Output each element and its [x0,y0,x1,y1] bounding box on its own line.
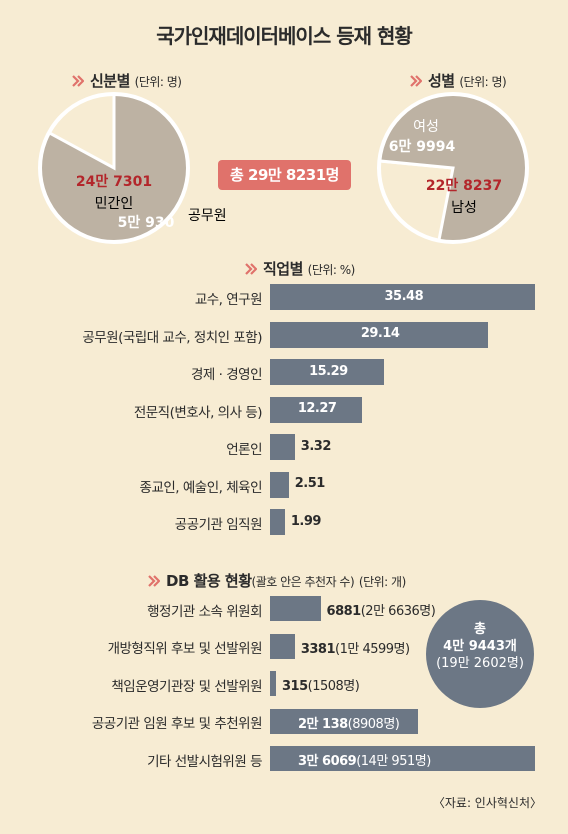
pie-gender-value-female: 6만 9994 [389,139,456,155]
db-value: 3만 6069(14만 951명) [298,754,431,769]
db-value: 6881(2만 6636명) [326,604,436,619]
section-job-title: 직업별 [263,260,303,278]
chevron-right-icon [72,75,84,87]
section-gender-unit: (단위: 명) [459,75,507,89]
pie-gender-value-male: 22만 8237 [426,178,502,194]
chevron-right-icon [410,75,422,87]
job-value: 3.32 [300,438,332,454]
db-total-label: 총 [474,622,486,637]
section-status-unit: (단위: 명) [134,75,182,89]
job-bar [270,321,488,348]
job-bar [270,396,362,423]
job-value: 2.51 [294,476,326,491]
section-job-heading: 직업별 (단위: %) [245,258,355,279]
db-bar [270,633,295,659]
job-bar [270,471,289,498]
section-gender-heading: 성별 (단위: 명) [410,70,507,91]
db-total-value: 4만 9443개 [443,639,517,654]
db-recommenders: (14만 951명) [356,754,431,769]
db-label: 책임운영기관장 및 선발위원 [111,678,262,695]
db-recommenders: (8908명) [347,716,400,732]
chevron-right-icon [148,575,160,587]
job-label: 공무원(국립대 교수, 정치인 포함) [82,329,262,346]
db-total-sub: (19만 2602명) [436,656,524,671]
job-label: 경제 · 경영인 [191,367,262,383]
chart-title: 국가인재데이터베이스 등재 현황 [156,24,413,48]
db-label: 기타 선발시험위원 등 [147,753,262,770]
section-status-title: 신분별 [90,72,130,90]
db-value: 315(1508명) [282,679,360,694]
pie-charts: 공무원 5만 930 24만 7301 민간인 여성 6만 9994 22만 8… [38,92,529,244]
job-label: 언론인 [226,442,262,458]
section-job-unit: (단위: %) [307,263,356,277]
total-people-badge: 총 29만 8231명 [218,160,351,190]
job-label: 전문직(변호사, 의사 등) [133,404,263,421]
job-label: 종교인, 예술인, 체육인 [139,479,263,496]
job-value: 35.48 [384,288,424,304]
db-label: 행정기관 소속 위원회 [147,603,262,620]
job-bar [270,509,285,535]
db-bar [270,746,535,771]
job-bar [270,284,535,310]
chevron-right-icon [245,263,257,275]
db-value: 3381(1만 4599명) [300,641,410,657]
source-note: 〈자료: 인사혁신처〉 [432,796,542,810]
job-label: 공공기관 임직원 [174,517,263,533]
section-db-unit: (단위: 개) [358,575,406,589]
job-value: 15.29 [309,363,348,379]
pie-outline [38,92,190,244]
pie-status-label-civil-servant: 공무원 [188,208,227,224]
section-status-heading: 신분별 (단위: 명) [72,70,182,91]
pie-status-label-private: 민간인 [95,196,134,212]
pie-gender [377,92,529,244]
db-bar [270,671,276,696]
section-db-title: DB 활용 현황 [166,572,252,590]
db-recommenders: (2만 6636명) [360,604,436,619]
db-bar [270,708,418,734]
pie-status-value-civil-servant: 5만 930 [118,215,175,231]
db-label: 공공기관 임원 후보 및 추천위원 [91,716,263,732]
db-bar [270,596,321,621]
pie-status-value-private: 24만 7301 [76,174,152,190]
db-recommenders: (1508명) [307,679,360,694]
job-bar [270,359,385,385]
job-value: 12.27 [297,401,337,416]
job-label: 교수, 연구원 [194,292,263,308]
pie-gender-label-female: 여성 [413,119,439,135]
job-value: 29.14 [360,326,400,341]
pie-outline [377,92,529,244]
section-gender-title: 성별 [428,72,455,90]
section-db-heading: DB 활용 현황(괄호 안은 추천자 수) (단위: 개) [148,570,406,591]
pie-gender-label-male: 남성 [451,200,477,216]
job-value: 1.99 [290,513,322,529]
pie-status [38,92,190,244]
job-bar [270,434,295,460]
section-db-subtitle: (괄호 안은 추천자 수) [251,575,355,589]
db-recommenders: (1만 4599명) [335,641,410,657]
db-label: 개방형직위 후보 및 선발위원 [107,641,263,657]
db-total-circle: 총 4만 9443개 (19만 2602명) [426,600,534,708]
db-value: 2만 138(8908명) [298,716,400,732]
